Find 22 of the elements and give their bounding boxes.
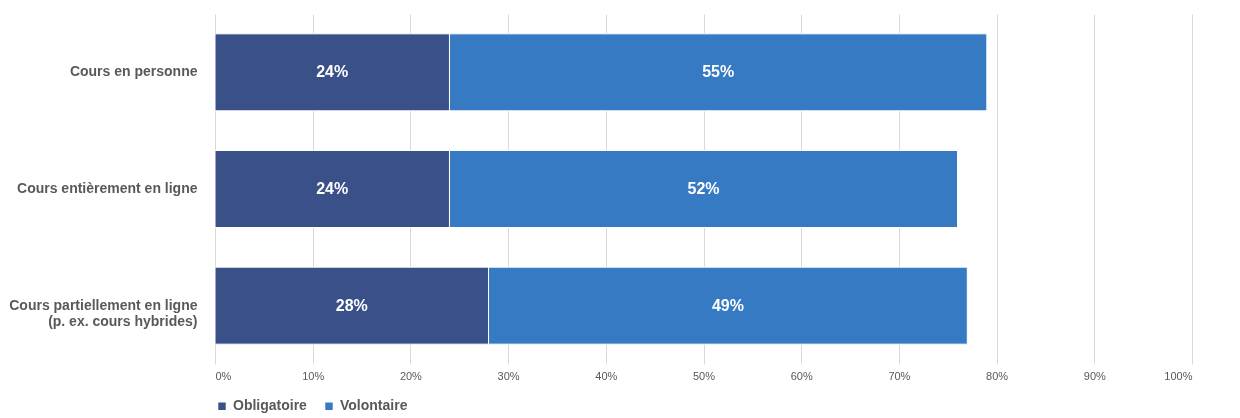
data-label: 49% bbox=[711, 296, 744, 314]
data-label: 52% bbox=[687, 180, 720, 197]
y-tick-label: Cours entièrement en ligne bbox=[17, 180, 198, 196]
x-tick-label: 60% bbox=[790, 369, 813, 382]
x-tick-label: 0% bbox=[215, 369, 232, 382]
x-tick-label: 30% bbox=[497, 369, 520, 382]
data-label: 55% bbox=[702, 63, 735, 81]
x-tick-label: 100% bbox=[1164, 369, 1193, 382]
x-tick-label: 50% bbox=[692, 369, 716, 382]
y-tick-label: Cours partiellement en ligne (p. ex. cours hybrides) bbox=[9, 296, 198, 329]
legend-label: Obligatoire bbox=[233, 397, 308, 414]
x-tick-label: 70% bbox=[888, 369, 911, 382]
x-tick-label: 40% bbox=[595, 369, 618, 382]
x-tick-label: 90% bbox=[1083, 369, 1107, 382]
data-label: 24% bbox=[316, 180, 349, 197]
data-label: 28% bbox=[335, 296, 368, 314]
x-tick-label: 80% bbox=[986, 369, 1009, 382]
x-tick-label: 10% bbox=[302, 369, 325, 382]
legend-label: Volontaire bbox=[340, 397, 408, 414]
y-tick-label: Cours en personne bbox=[69, 63, 198, 80]
x-tick-label: 20% bbox=[399, 369, 423, 382]
data-label: 24% bbox=[316, 63, 349, 81]
